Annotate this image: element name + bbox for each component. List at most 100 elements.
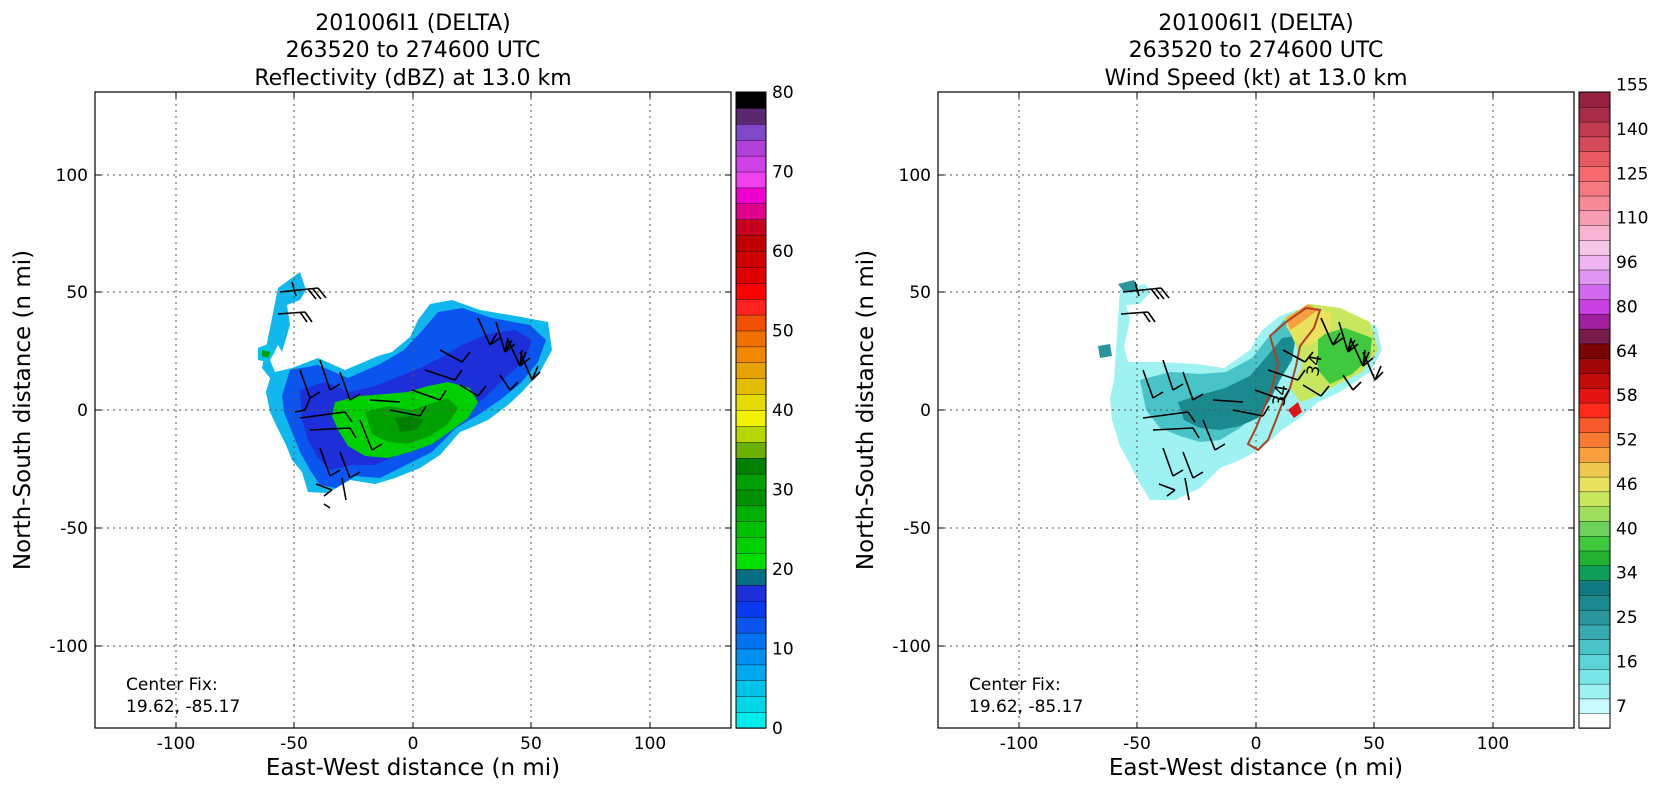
colorbar-swatch bbox=[1578, 713, 1611, 729]
colorbar-swatch bbox=[735, 409, 767, 427]
wind-region-mid bbox=[1140, 320, 1300, 442]
colorbar-frame bbox=[735, 91, 767, 729]
colorbar-swatch bbox=[1578, 402, 1611, 419]
colorbar-tick-label: 140 bbox=[1616, 120, 1648, 140]
y-tick-label: 0 bbox=[920, 401, 931, 421]
colorbar-swatch bbox=[1578, 535, 1611, 552]
colorbar-tick-label: 25 bbox=[1616, 608, 1638, 628]
center-fix-label: Center Fix: bbox=[969, 675, 1061, 695]
colorbar-swatch bbox=[735, 187, 767, 204]
colorbar-swatch bbox=[735, 552, 767, 570]
colorbar-swatch bbox=[735, 473, 767, 491]
colorbar-swatch bbox=[1578, 150, 1611, 167]
wind-region-teal-small bbox=[1098, 344, 1112, 358]
y-tick-label: 50 bbox=[909, 283, 931, 303]
colorbar-swatch bbox=[735, 680, 767, 697]
panel-title-line-1: 201006I1 (DELTA) bbox=[1158, 11, 1353, 36]
colorbar-swatch bbox=[735, 489, 767, 507]
colorbar-swatch bbox=[735, 378, 767, 395]
y-axis-label: North-South distance (n mi) bbox=[853, 250, 879, 570]
wind-barbs bbox=[277, 281, 541, 509]
wind-barbs bbox=[1120, 281, 1384, 501]
colorbar-swatch bbox=[735, 250, 767, 268]
colorbar-swatch bbox=[735, 203, 767, 220]
colorbar-swatch bbox=[1578, 417, 1611, 433]
contour-label: 34 bbox=[1269, 383, 1292, 408]
colorbar-swatch bbox=[1578, 594, 1611, 611]
axis-ticks bbox=[938, 92, 1574, 728]
plot-area: -100 -50 0 50 100 100 50 0 -50 -100 Cent… bbox=[49, 91, 732, 754]
x-tick-label: 0 bbox=[1251, 734, 1262, 754]
colorbar-swatch bbox=[735, 314, 767, 332]
colorbar-swatch bbox=[735, 282, 767, 300]
colorbar-tick-label: 0 bbox=[772, 719, 783, 739]
colorbar-tick-label: 50 bbox=[772, 322, 794, 342]
colorbar-swatch bbox=[1578, 461, 1611, 478]
colorbar-swatch bbox=[735, 330, 767, 348]
y-tick-labels: 100 50 0 -50 -100 bbox=[892, 166, 931, 657]
colorbar-tick-labels: 0 10 20 30 40 50 60 70 80 bbox=[772, 83, 794, 739]
colorbar-swatches bbox=[735, 91, 767, 729]
y-tick-label: -100 bbox=[892, 637, 931, 657]
colorbar-tick-label: 58 bbox=[1616, 386, 1638, 406]
colorbar-swatch bbox=[735, 171, 767, 189]
wind-region-teal-top bbox=[1118, 280, 1138, 292]
colorbar-tick-label: 125 bbox=[1616, 164, 1648, 184]
panel-title-line-3: Wind Speed (kt) at 13.0 km bbox=[1104, 66, 1407, 91]
y-tick-label: 50 bbox=[66, 283, 88, 303]
colorbar-swatch bbox=[1578, 239, 1611, 256]
colorbar-swatch bbox=[1578, 254, 1611, 271]
colorbar-swatch bbox=[1578, 180, 1611, 197]
axis-ticks bbox=[95, 92, 731, 728]
panel-title-line-2: 263520 to 274600 UTC bbox=[286, 38, 541, 63]
colorbar-swatch bbox=[735, 123, 767, 141]
colorbar-tick-labels: 7 16 25 34 40 46 52 58 64 80 96 110 125 140 155 bbox=[1616, 76, 1648, 717]
colorbar-swatch bbox=[735, 696, 767, 713]
colorbar-tick-label: 52 bbox=[1616, 431, 1638, 451]
colorbar-swatch bbox=[735, 298, 767, 316]
y-tick-label: -50 bbox=[60, 519, 88, 539]
colorbar-reflectivity: 0 10 20 30 40 50 60 70 80 bbox=[735, 83, 794, 739]
panel-title-line-3: Reflectivity (dBZ) at 13.0 km bbox=[254, 66, 571, 91]
colorbar-swatch bbox=[1578, 224, 1611, 241]
x-axis-label: East-West distance (n mi) bbox=[266, 755, 560, 781]
colorbar-swatch bbox=[1578, 609, 1611, 626]
colorbar-tick-label: 155 bbox=[1616, 76, 1648, 96]
x-tick-label: -100 bbox=[157, 734, 196, 754]
y-tick-label: 100 bbox=[56, 166, 88, 186]
colorbar-tick-label: 80 bbox=[772, 83, 794, 103]
echo-region-core bbox=[395, 416, 424, 432]
colorbar-tick-label: 20 bbox=[772, 560, 794, 580]
reflectivity-field bbox=[258, 272, 552, 493]
colorbar-wind-speed: 7 16 25 34 40 46 52 58 64 80 96 110 125 140 155 bbox=[1578, 76, 1648, 729]
colorbar-swatch bbox=[1578, 343, 1611, 359]
wind-region-orange bbox=[1286, 304, 1318, 330]
colorbar-swatch bbox=[1578, 505, 1611, 522]
colorbar-swatch bbox=[1578, 121, 1611, 138]
x-tick-label: -50 bbox=[1123, 734, 1151, 754]
colorbar-swatch bbox=[1578, 195, 1611, 212]
panel-title-line-2: 263520 to 274600 UTC bbox=[1129, 38, 1384, 63]
colorbar-swatch bbox=[1578, 210, 1611, 226]
colorbar-swatch bbox=[1578, 328, 1611, 345]
colorbar-tick-label: 16 bbox=[1616, 652, 1638, 672]
colorbar-swatch bbox=[1578, 106, 1611, 123]
colorbar-swatch bbox=[1578, 698, 1611, 714]
wind-region-dark bbox=[1178, 336, 1296, 430]
wind-speed-field bbox=[1098, 280, 1382, 500]
colorbar-swatch bbox=[1578, 284, 1611, 300]
colorbar-frame bbox=[1578, 91, 1611, 729]
colorbar-tick-label: 64 bbox=[1616, 342, 1638, 362]
colorbar-swatch bbox=[735, 568, 767, 586]
colorbar-swatch bbox=[1578, 269, 1611, 285]
colorbar-swatch bbox=[735, 155, 767, 173]
colorbar-tick-label: 40 bbox=[772, 401, 794, 421]
colorbar-swatch bbox=[1578, 372, 1611, 389]
colorbar-swatch bbox=[735, 600, 767, 618]
center-fix-label: Center Fix: bbox=[126, 675, 218, 695]
grid-lines bbox=[938, 92, 1574, 728]
colorbar-swatch bbox=[735, 537, 767, 554]
grid-lines bbox=[95, 92, 731, 728]
y-tick-label: 0 bbox=[77, 401, 88, 421]
colorbar-swatch bbox=[1578, 550, 1611, 567]
